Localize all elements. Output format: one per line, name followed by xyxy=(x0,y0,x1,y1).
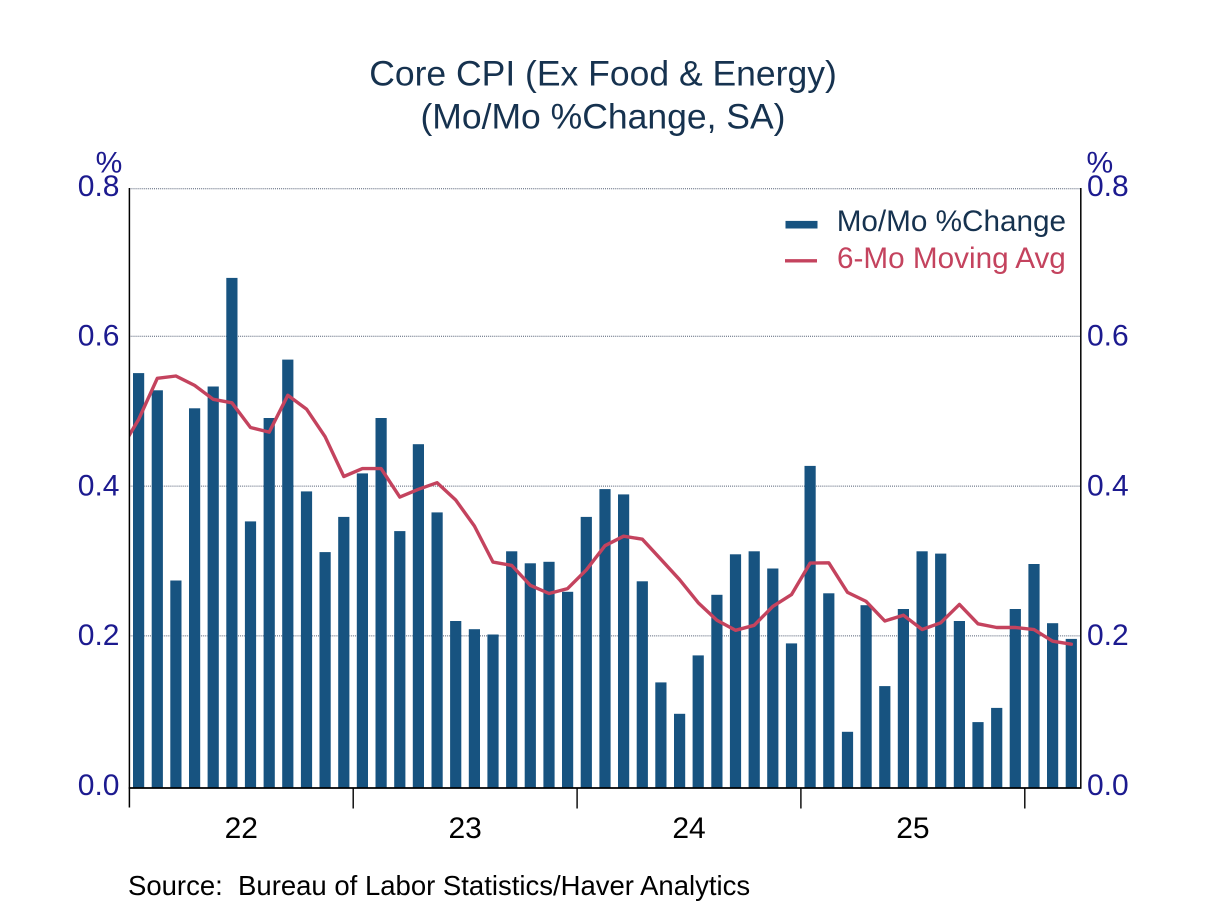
svg-text:Mo/Mo %Change: Mo/Mo %Change xyxy=(837,205,1066,238)
svg-text:0.0: 0.0 xyxy=(1087,769,1129,802)
svg-text:0.4: 0.4 xyxy=(78,469,120,502)
svg-text:0.4: 0.4 xyxy=(1087,469,1129,502)
svg-text:%: % xyxy=(96,147,123,180)
svg-text:(Mo/Mo %Change, SA): (Mo/Mo %Change, SA) xyxy=(420,97,785,137)
svg-text:22: 22 xyxy=(225,812,258,845)
svg-text:0.0: 0.0 xyxy=(78,769,120,802)
svg-text:23: 23 xyxy=(449,812,482,845)
svg-text:0.2: 0.2 xyxy=(1087,619,1129,652)
svg-text:0.6: 0.6 xyxy=(1087,320,1129,353)
svg-text:0.8: 0.8 xyxy=(78,170,120,203)
svg-text:Source: Bureau of Labor Stati: Source: Bureau of Labor Statistics/Haver… xyxy=(128,870,750,901)
svg-text:6-Mo Moving Avg: 6-Mo Moving Avg xyxy=(837,242,1066,275)
svg-text:Core CPI (Ex Food & Energy): Core CPI (Ex Food & Energy) xyxy=(369,54,837,94)
svg-text:0.8: 0.8 xyxy=(1087,170,1129,203)
svg-text:0.2: 0.2 xyxy=(78,619,120,652)
svg-text:%: % xyxy=(1087,147,1114,180)
svg-text:25: 25 xyxy=(896,812,929,845)
svg-text:24: 24 xyxy=(672,812,705,845)
svg-text:0.6: 0.6 xyxy=(78,320,120,353)
